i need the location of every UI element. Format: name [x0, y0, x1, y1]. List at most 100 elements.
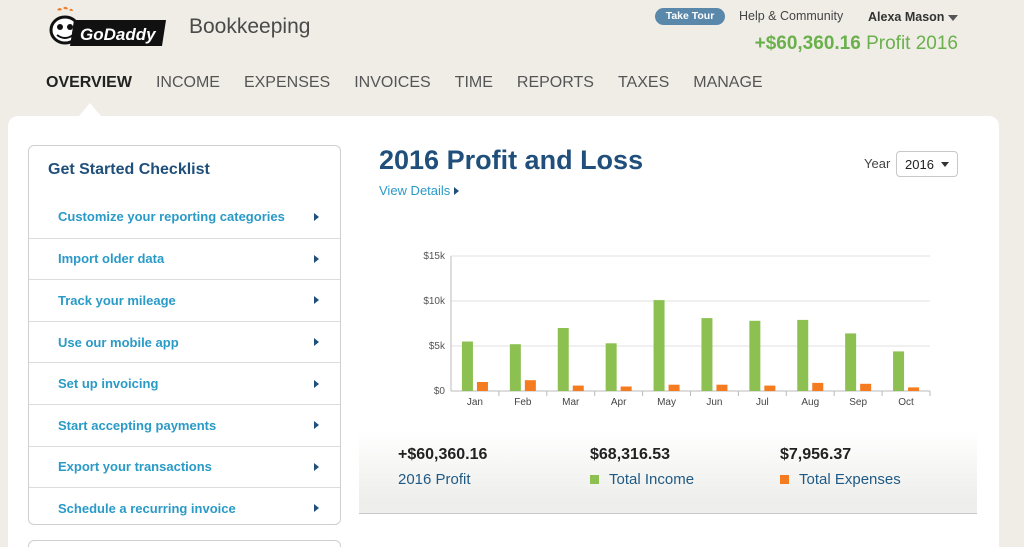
- income-bar: [509, 344, 521, 391]
- y-tick-label: $10k: [423, 296, 446, 307]
- expense-bar: [812, 382, 824, 391]
- total-profit: +$60,360.16 2016 Profit: [398, 446, 487, 488]
- totals-summary: +$60,360.16 2016 Profit $68,316.53 Total…: [359, 430, 977, 514]
- chevron-right-icon: [314, 379, 319, 388]
- chevron-right-icon: [314, 212, 319, 221]
- year-select[interactable]: 2016: [896, 151, 958, 177]
- checklist-item-payments[interactable]: Start accepting payments: [29, 403, 340, 446]
- chevron-right-icon: [314, 338, 319, 347]
- income-bar: [605, 343, 617, 391]
- checklist-item-reporting-categories[interactable]: Customize your reporting categories: [29, 196, 340, 238]
- checklist-item-label: Use our mobile app: [58, 334, 179, 350]
- year-label: Year: [864, 156, 891, 171]
- view-details-link[interactable]: View Details: [379, 183, 460, 198]
- tab-invoices[interactable]: INVOICES: [354, 74, 431, 91]
- checklist-item-label: Set up invoicing: [58, 376, 159, 392]
- checklist-item-label: Export your transactions: [58, 459, 212, 475]
- y-tick-label: $15k: [423, 251, 446, 262]
- checklist-item-import-data[interactable]: Import older data: [29, 237, 340, 280]
- expense-bar: [668, 384, 680, 391]
- x-tick-label: Jul: [756, 397, 769, 408]
- x-tick-label: Apr: [611, 397, 627, 408]
- checklist-item-recurring-invoice[interactable]: Schedule a recurring invoice: [29, 487, 340, 529]
- secondary-card: [28, 540, 341, 547]
- checklist-item-mobile-app[interactable]: Use our mobile app: [29, 320, 340, 363]
- total-expenses-label: Total Expenses: [799, 471, 901, 488]
- checklist-item-invoicing[interactable]: Set up invoicing: [29, 362, 340, 404]
- y-tick-label: $5k: [429, 341, 446, 352]
- header-profit-summary: +$60,360.16 Profit 2016: [755, 33, 958, 55]
- expense-bar: [476, 382, 488, 391]
- help-community-link[interactable]: Help & Community: [739, 9, 844, 23]
- total-expenses-value: $7,956.37: [780, 446, 852, 463]
- total-profit-label: 2016 Profit: [398, 471, 471, 488]
- header-profit-label: Profit 2016: [866, 33, 958, 54]
- income-bar: [797, 319, 809, 391]
- checklist-item-mileage[interactable]: Track your mileage: [29, 279, 340, 321]
- profit-loss-title: 2016 Profit and Loss: [379, 145, 644, 175]
- product-name: Bookkeeping: [189, 15, 311, 38]
- active-tab-pointer: [79, 103, 101, 116]
- tab-taxes[interactable]: TAXES: [617, 74, 670, 91]
- checklist-item-label: Customize your reporting categories: [58, 209, 285, 225]
- x-tick-label: Mar: [562, 397, 580, 408]
- total-income-value: $68,316.53: [590, 446, 671, 463]
- take-tour-button[interactable]: Take Tour: [655, 8, 725, 25]
- income-bar: [653, 300, 665, 391]
- tab-time[interactable]: TIME: [454, 74, 493, 91]
- svg-text:GoDaddy: GoDaddy: [80, 25, 157, 44]
- chevron-right-icon: [314, 254, 319, 263]
- income-bar: [557, 328, 569, 391]
- expense-bar: [860, 383, 872, 391]
- income-legend-swatch: [590, 475, 599, 484]
- expense-bar: [716, 384, 728, 391]
- view-details-label: View Details: [379, 183, 451, 198]
- total-expenses: $7,956.37 Total Expenses: [780, 446, 901, 488]
- chevron-right-icon: [314, 504, 319, 513]
- income-bar: [701, 318, 713, 391]
- get-started-checklist: Get Started Checklist Customize your rep…: [28, 145, 341, 525]
- checklist-item-label: Track your mileage: [58, 292, 176, 308]
- godaddy-logo[interactable]: GoDaddy: [44, 6, 170, 48]
- chevron-right-icon: [314, 462, 319, 471]
- x-tick-label: Feb: [514, 397, 532, 408]
- checklist-item-export[interactable]: Export your transactions: [29, 445, 340, 488]
- chevron-down-icon: [948, 14, 959, 21]
- expense-legend-swatch: [780, 475, 789, 484]
- income-bar: [845, 333, 857, 391]
- main-nav: OVERVIEW INCOME EXPENSES INVOICES TIME R…: [46, 74, 787, 92]
- x-tick-label: Aug: [801, 397, 819, 408]
- x-tick-label: Sep: [849, 397, 867, 408]
- total-profit-value: +$60,360.16: [398, 446, 488, 463]
- tab-income[interactable]: INCOME: [155, 74, 220, 91]
- income-bar: [893, 351, 905, 391]
- checklist-title: Get Started Checklist: [48, 161, 210, 178]
- tab-overview[interactable]: OVERVIEW: [46, 74, 132, 91]
- checklist-item-label: Schedule a recurring invoice: [58, 500, 236, 516]
- user-menu[interactable]: Alexa Mason: [868, 10, 959, 24]
- income-bar: [749, 320, 761, 391]
- expense-bar: [764, 385, 776, 391]
- tab-manage[interactable]: MANAGE: [693, 74, 763, 91]
- header-profit-amount: +$60,360.16: [754, 33, 861, 54]
- x-tick-label: Oct: [898, 397, 914, 408]
- expense-bar: [524, 380, 536, 391]
- expense-bar: [908, 387, 920, 391]
- profit-loss-chart: $0 $5k $10k $15k Jan Feb Mar Apr May Jun Jul Aug Sep…: [423, 251, 931, 408]
- chevron-right-icon: [314, 421, 319, 430]
- chevron-right-icon: [454, 187, 460, 195]
- user-name: Alexa Mason: [868, 10, 945, 24]
- checklist-item-label: Start accepting payments: [58, 417, 217, 433]
- year-value: 2016: [905, 157, 934, 172]
- tab-reports[interactable]: REPORTS: [516, 74, 594, 91]
- x-tick-label: Jun: [706, 397, 722, 408]
- chevron-right-icon: [314, 296, 319, 305]
- chevron-down-icon: [941, 162, 949, 167]
- total-income: $68,316.53 Total Income: [590, 446, 694, 488]
- total-income-label: Total Income: [609, 471, 695, 488]
- y-tick-label: $0: [434, 386, 446, 397]
- expense-bar: [620, 386, 632, 391]
- tab-expenses[interactable]: EXPENSES: [243, 74, 331, 91]
- expense-bar: [572, 385, 584, 391]
- x-tick-label: May: [657, 397, 676, 408]
